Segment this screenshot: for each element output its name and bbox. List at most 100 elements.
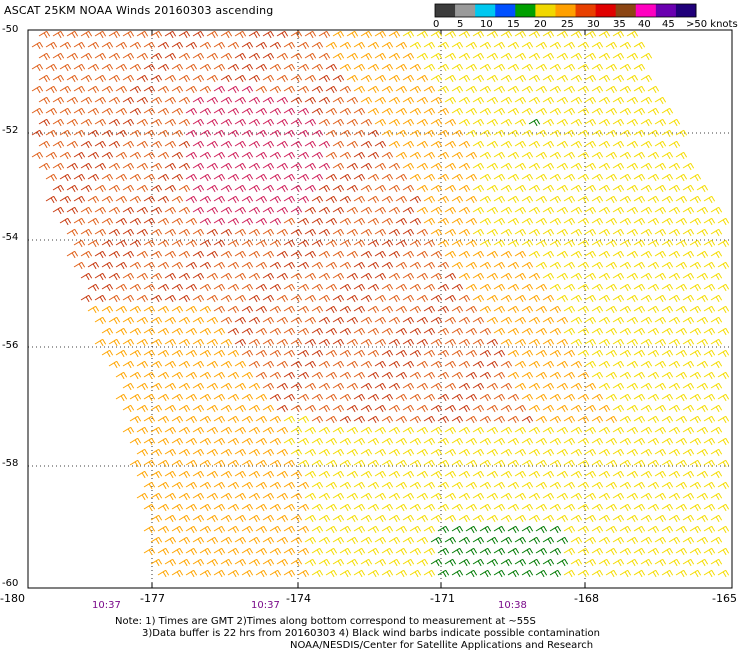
- wind-barb: [718, 416, 729, 423]
- wind-barb: [333, 163, 344, 170]
- wind-barb: [550, 42, 561, 49]
- wind-barb: [179, 295, 190, 302]
- wind-barb: [144, 416, 155, 423]
- wind-barb: [606, 152, 617, 159]
- wind-barb: [186, 152, 197, 159]
- wind-barb: [417, 53, 428, 60]
- wind-barb: [452, 460, 463, 467]
- wind-barb: [634, 130, 645, 137]
- wind-barb: [326, 152, 337, 159]
- wind-barb: [515, 185, 526, 192]
- wind-barb: [508, 328, 519, 335]
- wind-barb: [669, 207, 680, 214]
- wind-barb: [284, 64, 295, 71]
- wind-barb: [235, 559, 246, 566]
- wind-barb: [501, 361, 512, 368]
- wind-barb: [571, 75, 582, 82]
- wind-barb: [452, 482, 463, 489]
- wind-barb: [550, 394, 561, 401]
- wind-barb: [606, 218, 617, 225]
- wind-barb: [200, 460, 211, 467]
- wind-barb: [445, 185, 456, 192]
- wind-barb: [382, 526, 393, 533]
- wind-barb: [627, 53, 638, 60]
- wind-barb: [564, 394, 575, 401]
- wind-barb: [193, 471, 204, 478]
- wind-barb: [193, 75, 204, 82]
- wind-barb: [326, 196, 337, 203]
- wind-barb: [151, 119, 162, 126]
- wind-barb: [207, 229, 218, 236]
- wind-barb: [305, 471, 316, 478]
- wind-barb: [144, 240, 155, 247]
- wind-barb: [669, 141, 680, 148]
- wind-barb: [529, 471, 540, 478]
- wind-barb: [165, 141, 176, 148]
- wind-barb: [522, 152, 533, 159]
- wind-barb: [662, 482, 673, 489]
- wind-barb: [711, 493, 722, 500]
- wind-barb: [172, 482, 183, 489]
- wind-barb: [186, 482, 197, 489]
- wind-barb: [515, 273, 526, 280]
- wind-barb: [249, 493, 260, 500]
- wind-barb: [270, 108, 281, 115]
- wind-barb: [319, 53, 330, 60]
- wind-barb: [522, 372, 533, 379]
- wind-barb: [585, 75, 596, 82]
- wind-barb: [228, 284, 239, 291]
- wind-barb: [165, 361, 176, 368]
- wind-barb: [263, 361, 274, 368]
- wind-barb: [487, 537, 498, 544]
- wind-barb: [424, 504, 435, 511]
- wind-barb: [368, 130, 379, 137]
- wind-barb: [109, 75, 120, 82]
- wind-barb: [669, 361, 680, 368]
- wind-barb: [326, 482, 337, 489]
- wind-barb: [704, 240, 715, 247]
- wind-barb: [655, 405, 666, 412]
- wind-barb: [270, 152, 281, 159]
- wind-barb: [319, 515, 330, 522]
- wind-barb: [389, 383, 400, 390]
- wind-barb: [207, 515, 218, 522]
- wind-barb: [438, 306, 449, 313]
- wind-barb: [487, 339, 498, 346]
- wind-barb: [613, 141, 624, 148]
- wind-barb: [445, 471, 456, 478]
- wind-barb: [487, 515, 498, 522]
- wind-barb: [431, 339, 442, 346]
- wind-barb: [452, 108, 463, 115]
- wind-barb: [424, 130, 435, 137]
- wind-barb: [543, 207, 554, 214]
- wind-barb: [319, 75, 330, 82]
- wind-barb: [564, 130, 575, 137]
- wind-barb: [641, 273, 652, 280]
- wind-barb: [67, 31, 78, 38]
- wind-barb: [557, 75, 568, 82]
- wind-barb: [214, 328, 225, 335]
- wind-barb: [417, 31, 428, 38]
- wind-barb: [606, 570, 617, 577]
- wind-barb: [676, 152, 687, 159]
- lat-label: -60: [2, 578, 18, 589]
- wind-barb: [641, 537, 652, 544]
- wind-barb: [88, 284, 99, 291]
- wind-barb: [564, 438, 575, 445]
- wind-barb: [487, 405, 498, 412]
- wind-barb: [305, 405, 316, 412]
- wind-barb: [137, 163, 148, 170]
- wind-barb: [354, 416, 365, 423]
- wind-barb: [347, 141, 358, 148]
- wind-barb: [697, 295, 708, 302]
- wind-barb: [536, 108, 547, 115]
- wind-barb: [242, 394, 253, 401]
- wind-barb: [375, 405, 386, 412]
- wind-barb: [298, 174, 309, 181]
- wind-barb: [305, 493, 316, 500]
- wind-barb: [354, 306, 365, 313]
- wind-barb: [151, 295, 162, 302]
- wind-barb: [445, 537, 456, 544]
- wind-barb: [459, 361, 470, 368]
- wind-barb: [627, 361, 638, 368]
